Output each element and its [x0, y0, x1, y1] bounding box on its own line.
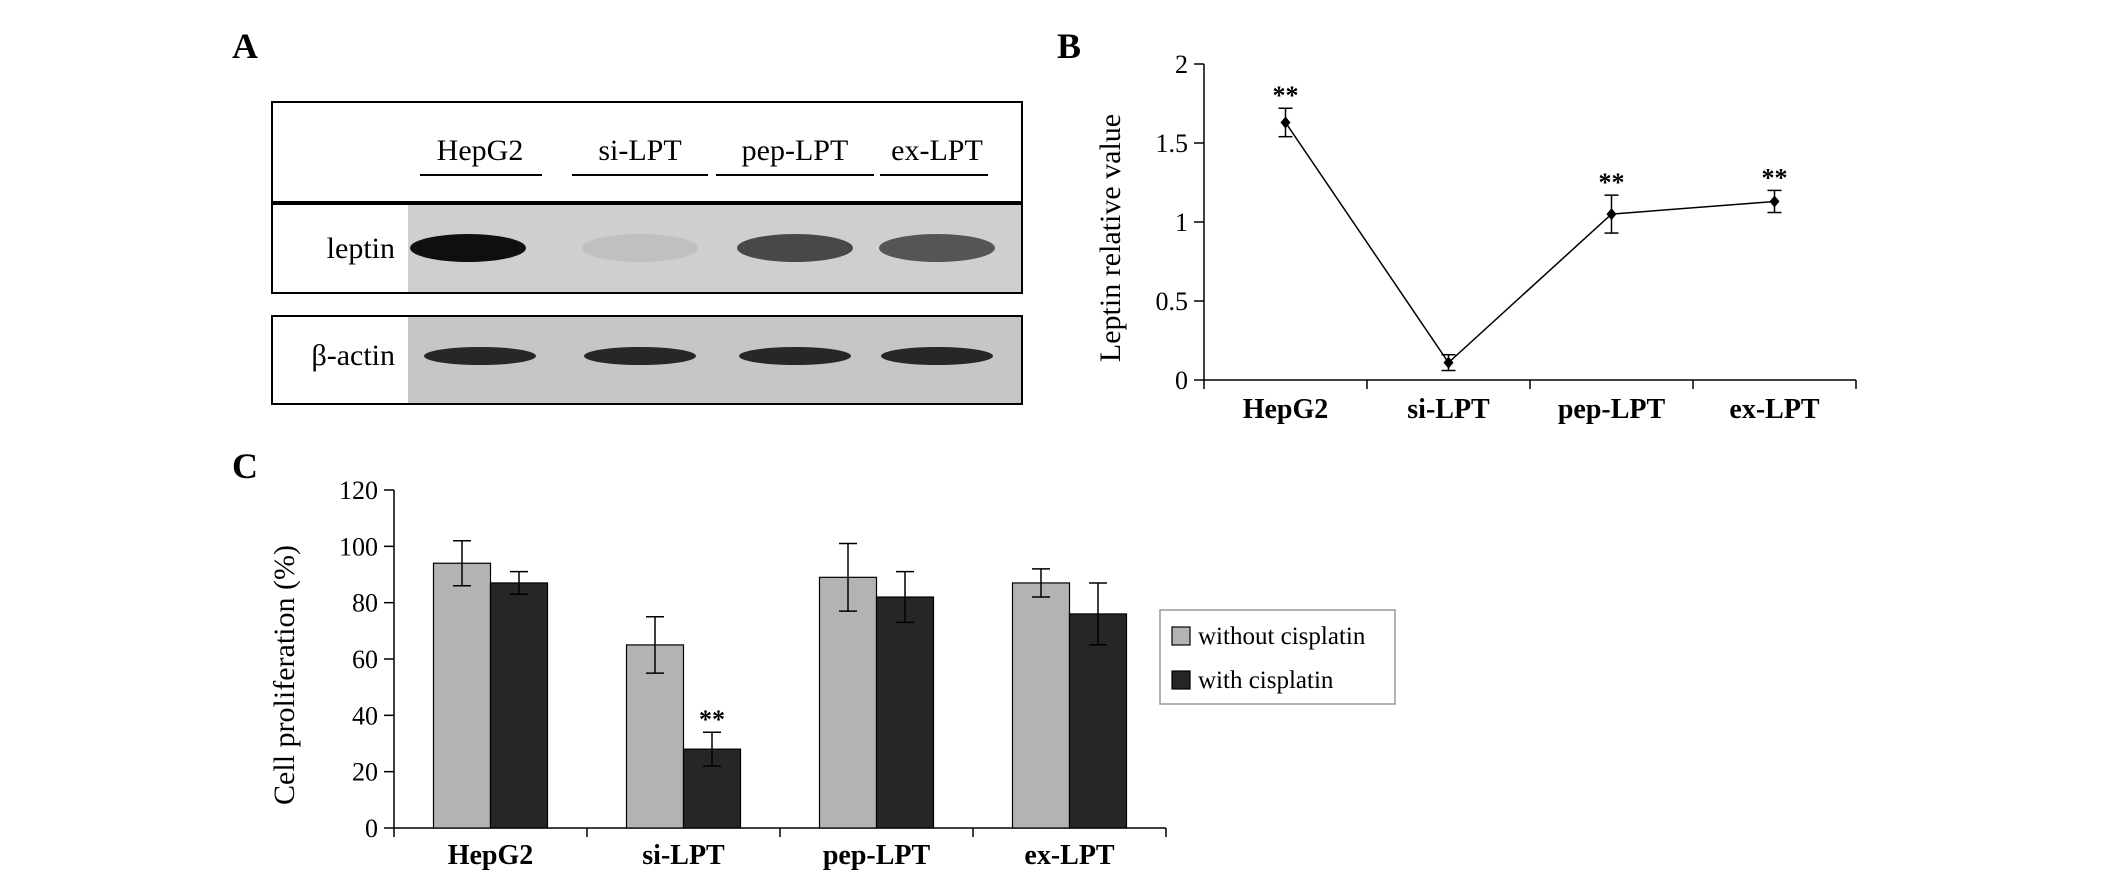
blot-lane-label: HepG2	[437, 134, 524, 167]
chart-c-category-label: HepG2	[448, 840, 534, 871]
actin-band	[739, 347, 851, 365]
panel-label-b: B	[1057, 26, 1081, 66]
legend-label: with cisplatin	[1198, 667, 1334, 694]
leptin-band	[410, 234, 526, 262]
chart-b-series-line	[1284, 122, 1775, 364]
blot-row-label-leptin: leptin	[327, 232, 395, 265]
chart-b-data-point	[1606, 208, 1617, 221]
western-blot: leptin β-actin HepG2 si-LPT pep-LPT ex-LPT	[271, 101, 1023, 405]
chart-c-ytick-label: 40	[352, 701, 378, 730]
chart-c: Cell proliferation (%) without cisplatin…	[268, 476, 1396, 871]
legend-label: without cisplatin	[1198, 623, 1366, 650]
leptin-band	[582, 234, 698, 262]
panel-label-a: A	[232, 26, 258, 66]
chart-c-ytick-label: 0	[365, 814, 378, 843]
chart-b-ytick-label: 0	[1175, 366, 1188, 395]
chart-c-bar	[625, 644, 685, 829]
chart-c-ytick-label: 100	[339, 532, 378, 561]
blot-lane-label: si-LPT	[598, 134, 681, 167]
chart-b-data-point	[1280, 116, 1291, 129]
chart-c-ylabel: Cell proliferation (%)	[268, 545, 301, 805]
chart-c-ytick-label: 60	[352, 645, 378, 674]
legend-swatch	[1171, 670, 1191, 690]
chart-b-ytick-label: 1.5	[1156, 129, 1189, 158]
actin-band	[881, 347, 993, 365]
chart-b-category-label: si-LPT	[1407, 394, 1490, 425]
chart-b-category-label: ex-LPT	[1729, 394, 1820, 425]
chart-c-ytick-label: 80	[352, 589, 378, 618]
chart-c-bar	[489, 582, 549, 829]
blot-lane-label: pep-LPT	[742, 134, 849, 167]
chart-b-ylabel: Leptin relative value	[1094, 114, 1127, 362]
chart-b-ytick-label: 2	[1175, 50, 1188, 79]
chart-b: Leptin relative value 0 0.5 1 1.5 2 HepG2 si-L…	[1094, 50, 1857, 425]
chart-b-category-label: pep-LPT	[1558, 394, 1666, 425]
chart-b-category-label: HepG2	[1243, 394, 1329, 425]
chart-c-bar	[875, 596, 935, 829]
leptin-band	[737, 234, 853, 262]
actin-band	[584, 347, 696, 365]
blot-lane-label: ex-LPT	[891, 134, 983, 167]
legend-swatch	[1171, 626, 1191, 646]
chart-c-ytick-label: 20	[352, 758, 378, 787]
chart-b-data-point	[1769, 195, 1780, 208]
leptin-band	[879, 234, 995, 262]
chart-c-bar	[432, 562, 492, 829]
chart-c-category-label: ex-LPT	[1024, 840, 1115, 871]
actin-band	[424, 347, 536, 365]
chart-b-significance-label: **	[1599, 168, 1625, 197]
chart-c-legend: without cisplatin with cisplatin	[1159, 609, 1396, 705]
chart-b-ytick-label: 1	[1175, 208, 1188, 237]
chart-c-bar	[1068, 613, 1128, 829]
chart-c-category-label: si-LPT	[642, 840, 725, 871]
blot-row-label-actin: β-actin	[311, 339, 395, 372]
chart-c-bar	[1011, 582, 1071, 829]
chart-c-ytick-label: 120	[339, 476, 378, 505]
chart-c-bar	[818, 576, 878, 829]
chart-b-ytick-label: 0.5	[1156, 287, 1189, 316]
chart-c-category-label: pep-LPT	[823, 840, 931, 871]
legend-box	[1159, 609, 1396, 705]
panel-label-c: C	[232, 446, 258, 486]
chart-b-data-point	[1443, 356, 1454, 369]
chart-c-significance-label: **	[699, 705, 725, 734]
blot-header-box	[271, 101, 1023, 203]
chart-b-significance-label: **	[1762, 163, 1788, 192]
chart-b-significance-label: **	[1273, 81, 1299, 110]
